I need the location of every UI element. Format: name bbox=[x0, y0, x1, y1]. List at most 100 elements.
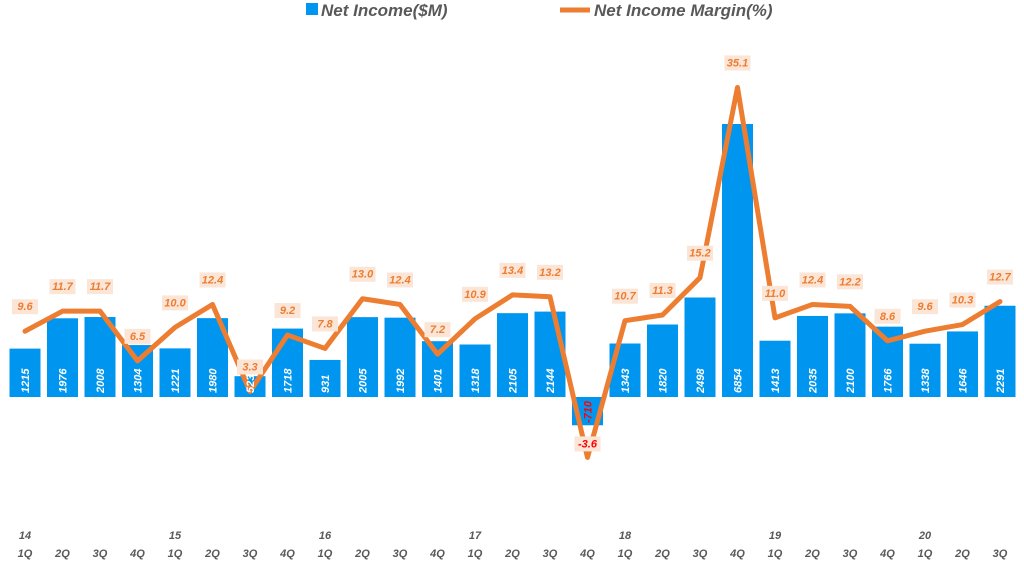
x-year-label: 16 bbox=[319, 530, 332, 542]
bar bbox=[534, 311, 566, 397]
margin-label-box bbox=[499, 262, 526, 278]
margin-label-box bbox=[837, 274, 863, 290]
x-tick-label: 1Q bbox=[468, 548, 483, 560]
margin-label-box bbox=[537, 264, 563, 280]
bar bbox=[459, 344, 491, 397]
margin-label-box bbox=[874, 308, 901, 324]
margin-value-label: 7.2 bbox=[430, 324, 445, 336]
margin-value-label: 6.5 bbox=[130, 331, 146, 343]
margin-label-box bbox=[274, 303, 301, 319]
bar bbox=[647, 324, 678, 397]
x-tick-label: 3Q bbox=[993, 548, 1008, 560]
legend-swatch-bar bbox=[306, 3, 318, 15]
x-tick-label: 2Q bbox=[54, 548, 70, 560]
margin-label-box bbox=[762, 285, 788, 301]
margin-label-box bbox=[12, 299, 38, 315]
margin-value-label: 12.7 bbox=[989, 272, 1011, 284]
margin-label-box bbox=[124, 328, 151, 344]
x-tick-label: 2Q bbox=[354, 548, 370, 560]
x-tick-label: 2Q bbox=[804, 548, 820, 560]
bar-value-label: 2008 bbox=[95, 368, 107, 394]
x-tick-label: 3Q bbox=[843, 548, 858, 560]
bar-value-label: 1221 bbox=[170, 369, 182, 393]
margin-label-box bbox=[424, 322, 451, 338]
margin-value-label: 3.3 bbox=[242, 361, 257, 373]
bar-value-label: 2105 bbox=[508, 368, 520, 394]
margin-value-label: 10.7 bbox=[614, 291, 636, 303]
bar-value-label: 1980 bbox=[208, 368, 220, 393]
x-tick-label: 2Q bbox=[204, 548, 220, 560]
margin-value-label: 12.4 bbox=[202, 274, 223, 286]
bar bbox=[347, 317, 378, 397]
margin-value-label: 12.4 bbox=[802, 274, 823, 286]
bar bbox=[84, 317, 116, 397]
margin-label-box bbox=[987, 269, 1013, 285]
margin-label-box bbox=[237, 359, 263, 375]
margin-value-label: 35.1 bbox=[727, 57, 748, 69]
bar-value-label: 2498 bbox=[695, 368, 707, 394]
bar-value-label: 1718 bbox=[283, 368, 295, 393]
x-tick-label: 1Q bbox=[768, 548, 783, 560]
bar-value-label: 2035 bbox=[808, 368, 820, 394]
bar-value-label: 1401 bbox=[433, 369, 445, 393]
x-tick-label: 1Q bbox=[618, 548, 633, 560]
bar-value-label: 1992 bbox=[395, 369, 407, 393]
margin-value-label: 11.3 bbox=[652, 285, 673, 297]
x-tick-label: 4Q bbox=[129, 548, 145, 560]
legend-label-bar: Net Income($M) bbox=[321, 1, 448, 20]
x-tick-label: 1Q bbox=[168, 548, 183, 560]
bar-value-label: 1338 bbox=[920, 368, 932, 393]
margin-value-label: 10.9 bbox=[464, 289, 486, 301]
bar-value-label: 1215 bbox=[20, 368, 32, 393]
margin-label-box bbox=[687, 245, 713, 261]
margin-value-label: 9.6 bbox=[917, 301, 933, 313]
margin-value-label: 13.4 bbox=[502, 265, 523, 277]
x-tick-label: 2Q bbox=[504, 548, 520, 560]
bar bbox=[984, 305, 1016, 397]
margin-line bbox=[22, 84, 1003, 460]
bar bbox=[684, 297, 716, 397]
x-tick-label: 1Q bbox=[18, 548, 33, 560]
x-year-label: 17 bbox=[469, 530, 482, 542]
x-tick-label: 3Q bbox=[543, 548, 558, 560]
legend-label-line: Net Income Margin(%) bbox=[594, 1, 773, 20]
margin-value-label: 9.6 bbox=[17, 301, 33, 313]
bar bbox=[47, 318, 78, 397]
margin-label-box bbox=[387, 272, 413, 288]
x-year-label: 20 bbox=[918, 530, 932, 542]
x-year-label: 14 bbox=[19, 530, 31, 542]
margin-value-label: 11.7 bbox=[90, 281, 111, 293]
x-tick-label: 3Q bbox=[243, 548, 258, 560]
margin-label-box bbox=[649, 282, 676, 298]
margin-label-box bbox=[799, 272, 826, 288]
bar bbox=[384, 317, 416, 397]
margin-value-label: 13.0 bbox=[352, 269, 374, 281]
bar bbox=[909, 343, 941, 397]
bar-value-label: 1976 bbox=[58, 368, 70, 393]
bar-value-label: 2005 bbox=[358, 368, 370, 394]
x-tick-label: 4Q bbox=[429, 548, 445, 560]
margin-label-box bbox=[49, 279, 76, 295]
margin-value-label: 12.2 bbox=[839, 276, 860, 288]
margin-value-label: -3.6 bbox=[578, 438, 598, 450]
x-year-label: 19 bbox=[769, 530, 782, 542]
margin-value-label: 10.3 bbox=[952, 295, 973, 307]
margin-label-box bbox=[162, 295, 188, 311]
bar bbox=[797, 315, 828, 397]
margin-label-box bbox=[574, 436, 601, 452]
margin-label-box bbox=[949, 292, 976, 308]
margin-value-label: 8.6 bbox=[880, 311, 896, 323]
margin-label-box bbox=[612, 288, 638, 304]
bar-value-label: -710 bbox=[583, 400, 595, 423]
x-tick-label: 4Q bbox=[579, 548, 595, 560]
bar-value-label: 1318 bbox=[470, 368, 482, 393]
bar bbox=[497, 313, 528, 397]
bar-value-label: 931 bbox=[320, 375, 332, 393]
x-tick-label: 4Q bbox=[879, 548, 895, 560]
x-tick-label: 2Q bbox=[954, 548, 970, 560]
margin-value-label: 11.7 bbox=[52, 281, 73, 293]
legend: Net Income($M) Net Income Margin(%) bbox=[306, 1, 773, 20]
bar-value-label: 1820 bbox=[658, 368, 670, 393]
margin-label-box bbox=[912, 299, 938, 315]
